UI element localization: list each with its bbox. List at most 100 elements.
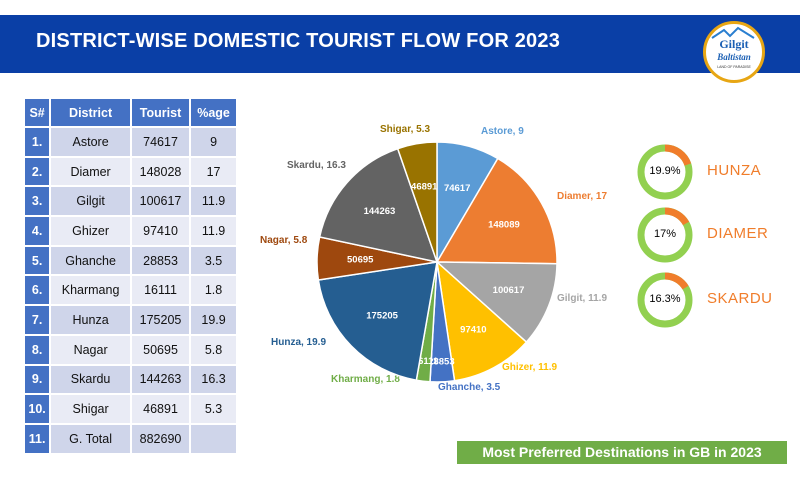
table-row: 11. G. Total 882690 [22,422,238,455]
district-table: S# District Tourist %age 1. Astore 74617 9 2… [22,97,238,455]
table-row: 7. Hunza 175205 19.9 [22,304,238,336]
col-header-sn: S# [22,97,52,128]
table-row: 4. Ghizer 97410 11.9 [22,215,238,247]
donut-ring-hunza [637,144,693,200]
cell-tourist: 50695 [129,333,192,366]
cell-district: Ghanche [49,244,132,277]
cell-district: G. Total [49,422,132,455]
slice-value-label: 97410 [460,325,486,336]
slice-category-label: Ghizer, 11.9 [502,362,557,373]
pie-slice [435,261,558,344]
cell-percentage: 19.9 [189,304,238,336]
table-row: 5. Ghanche 28853 3.5 [22,244,238,277]
table-row: 2. Diamer 148028 17 [22,155,238,188]
table-row: 9. Skardu 144263 16.3 [22,363,238,396]
cell-percentage: 5.3 [189,393,238,425]
cell-percentage: 16.3 [189,363,238,396]
destination-name: DIAMER [707,225,769,242]
slice-value-label: 175205 [366,311,398,322]
cell-percentage: 3.5 [189,244,238,277]
cell-sn: 3. [22,185,52,218]
table-row: 6. Kharmang 16111 1.8 [22,274,238,307]
destination-name: SKARDU [707,290,773,307]
slice-value-label: 148089 [488,219,520,230]
slice-category-label: Gilgit, 11.9 [557,293,607,304]
table-row: 10. Shigar 46891 5.3 [22,393,238,425]
slice-value-label: 100617 [493,285,525,296]
table-row: 3. Gilgit 100617 11.9 [22,185,238,218]
table-header-row: S# District Tourist %age [22,97,238,128]
pie-slice [318,147,439,264]
cell-percentage: 17 [189,155,238,188]
cell-sn: 8. [22,333,52,366]
pie-slice [396,141,438,263]
table-row: 1. Astore 74617 9 [22,126,238,158]
ring-progress [637,272,693,328]
cell-district: Skardu [49,363,132,396]
cell-sn: 4. [22,215,52,247]
donut-ring-diamer [637,207,693,263]
cell-sn: 2. [22,155,52,188]
cell-tourist: 16111 [129,274,192,307]
cell-percentage: 1.8 [189,274,238,307]
cell-tourist: 100617 [129,185,192,218]
cell-district: Gilgit [49,185,132,218]
cell-sn: 5. [22,244,52,277]
donut-ring-skardu [637,272,693,328]
cell-tourist: 97410 [129,215,192,247]
cell-percentage: 11.9 [189,215,238,247]
gilgit-baltistan-logo: Gilgit Baltistan LAND OF PARADISE [703,21,765,83]
slice-value-label: 16111 [413,356,439,367]
pie-slice [435,157,558,265]
slice-category-label: Astore, 9 [481,126,524,137]
col-header-percentage: %age [189,97,238,128]
cell-percentage: 9 [189,126,238,158]
cell-tourist: 882690 [129,422,192,455]
cell-sn: 11. [22,422,52,455]
ring-progress [637,207,693,263]
ring-progress [637,144,693,200]
cell-tourist: 46891 [129,393,192,425]
destination-name: HUNZA [707,162,762,179]
logo-line2: Baltistan [716,52,751,62]
cell-district: Hunza [49,304,132,336]
cell-district: Ghizer [49,215,132,247]
cell-district: Nagar [49,333,132,366]
table-row: 8. Nagar 50695 5.8 [22,333,238,366]
cell-sn: 6. [22,274,52,307]
ring-percentage: 19.9% [649,165,681,177]
logo-line1: Gilgit [719,37,748,51]
cell-percentage: 5.8 [189,333,238,366]
pie-slice [317,261,438,382]
slice-value-label: 28853 [428,357,454,368]
cell-tourist: 144263 [129,363,192,396]
cell-tourist: 74617 [129,126,192,158]
slice-category-label: Diamer, 17 [557,191,607,202]
logo-graphic: Gilgit Baltistan LAND OF PARADISE [711,26,755,69]
logo-sub: LAND OF PARADISE [717,65,751,69]
table-body: 1. Astore 74617 9 2. Diamer 148028 17 3. Gilgit 10… [22,126,238,455]
slice-value-label: 144263 [364,206,396,217]
slice-category-label: Ghanche, 3.5 [438,382,501,393]
ring-percentage: 17% [653,228,677,240]
slice-category-label: Shigar, 5.3 [380,124,430,135]
col-header-tourist: Tourist [129,97,192,128]
cell-sn: 7. [22,304,52,336]
pie-slice [435,260,528,382]
cell-tourist: 28853 [129,244,192,277]
cell-sn: 10. [22,393,52,425]
slice-category-label: Hunza, 19.9 [271,337,326,348]
slice-value-label: 50695 [347,255,374,266]
page-title: DISTRICT-WISE DOMESTIC TOURIST FLOW FOR … [36,30,561,52]
ring-percentage: 16.3% [649,293,681,305]
slice-category-label: Nagar, 5.8 [260,235,308,246]
cell-district: Diamer [49,155,132,188]
slice-value-label: 46891 [411,181,438,192]
cell-tourist: 148028 [129,155,192,188]
most-preferred-banner: Most Preferred Destinations in GB in 202… [457,441,787,464]
slice-category-label: Skardu, 16.3 [287,160,346,171]
slice-value-label: 74617 [444,183,470,194]
cell-district: Shigar [49,393,132,425]
cell-district: Kharmang [49,274,132,307]
